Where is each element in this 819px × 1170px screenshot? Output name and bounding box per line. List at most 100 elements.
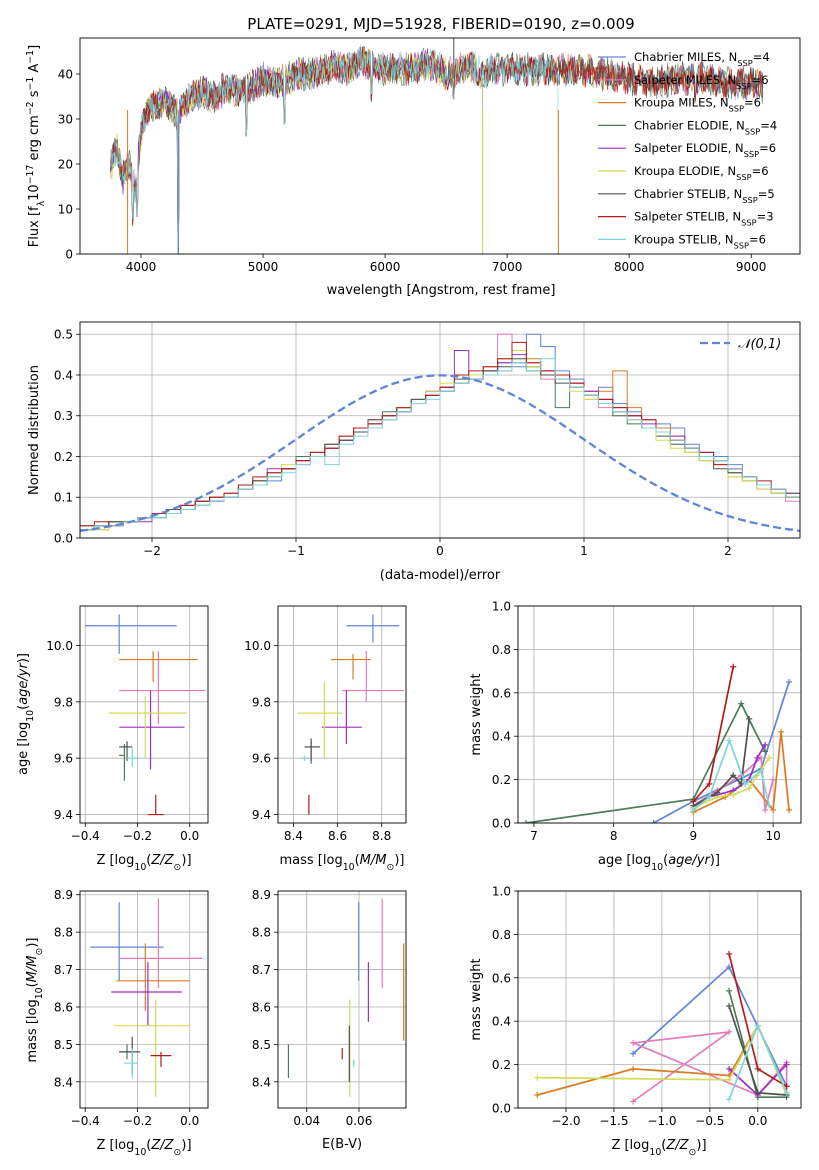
- x-tick-label: −0.2: [123, 1114, 152, 1128]
- y-tick-label: 0.4: [492, 730, 511, 744]
- x-axis-label: Z [log10(Z/Z⊙)]: [96, 1138, 191, 1158]
- x-tick-label: 7: [530, 829, 538, 843]
- data-layer: [80, 333, 800, 533]
- errorbar-point: [119, 744, 126, 781]
- legend-label: Kroupa STELIB, NSSP=6: [634, 232, 766, 250]
- y-tick-label: 0.2: [492, 1058, 511, 1072]
- y-tick-label: 9.8: [54, 695, 73, 709]
- y-tick-label: 8.4: [252, 1075, 271, 1089]
- mass-vs-reddening-panel: 0.04 0.06 8.4 8.5 8.6 8.7 8.8 8.9 E(B-V): [252, 888, 407, 1152]
- plot-area: [518, 891, 801, 1108]
- mass-weight-vs-metallicity-panel: −2.0 −1.5 −1.0 −0.5 0.0 0.0 0.2 0.4 0.6 0.8 1.0 mas…: [469, 885, 802, 1158]
- y-tick-label: 9.4: [54, 808, 73, 822]
- spectrum-panel: 4000 5000 6000 7000 8000 9000 0 10 20 30 40 Chabrie…: [25, 37, 801, 298]
- spectrum-title: PLATE=0291, MJD=51928, FIBERID=0190, z=0…: [247, 15, 634, 33]
- legend-label: Salpeter ELODIE, NSSP=6: [634, 141, 776, 159]
- y-tick-label: 40: [58, 68, 73, 82]
- y-tick-label: 0.0: [492, 817, 511, 831]
- axes-frame: [277, 890, 407, 1109]
- x-tick-label: 10: [765, 829, 780, 843]
- data-layer: [522, 663, 793, 823]
- y-tick-label: 8.9: [54, 888, 73, 902]
- x-tick-label: 0.0: [180, 1114, 199, 1128]
- histogram-panel: −2 −1 0 1 2 0.0 0.1 0.2 0.3 0.4 0.5 𝒩(0,1) (data-mod…: [27, 321, 801, 583]
- x-tick-label: 8000: [614, 260, 645, 274]
- errorbar-point: [113, 999, 190, 1097]
- data-layer: [297, 614, 404, 815]
- errorbar-point: [330, 653, 371, 680]
- spectrum-line: [110, 49, 483, 254]
- errorbar-point: [322, 690, 362, 745]
- plot-area: [278, 891, 406, 1108]
- errorbar-point: [108, 696, 188, 759]
- x-axis-label: Z [log10(Z/Z⊙)]: [96, 853, 191, 873]
- mass-weight-vs-age-panel: 7 8 9 10 0.0 0.2 0.4 0.6 0.8 1.0 mass weight age [l…: [469, 600, 802, 873]
- y-axis-label: age [log10(age/yr)]: [16, 653, 36, 775]
- x-tick-label: −1.0: [647, 1114, 676, 1128]
- y-tick-label: 8.6: [252, 1000, 271, 1014]
- axes-frame: [517, 605, 802, 824]
- y-tick-label: 9.4: [252, 808, 271, 822]
- legend-label: Salpeter MILES, NSSP=6: [634, 73, 769, 91]
- x-tick-label: 8.6: [328, 829, 347, 843]
- x-tick-label: 0.06: [346, 1114, 373, 1128]
- x-tick-label: 0: [436, 544, 444, 558]
- x-tick-label: 8.8: [372, 829, 391, 843]
- y-tick-label: 0.0: [492, 1102, 511, 1116]
- y-tick-label: 8.4: [54, 1075, 73, 1089]
- weight-line: [693, 731, 790, 813]
- errorbar-point: [119, 651, 198, 683]
- x-axis-label: age [log10(age/yr)]: [598, 853, 720, 873]
- y-tick-label: 0.2: [492, 773, 511, 787]
- axes-frame: [79, 321, 801, 539]
- y-tick-label: 8.7: [252, 963, 271, 977]
- y-tick-label: 30: [58, 113, 73, 127]
- y-axis-label: Flux [fλ10−17 erg cm−2 s−1 A−1]: [25, 45, 47, 247]
- legend-label: Salpeter STELIB, NSSP=3: [634, 210, 774, 228]
- y-tick-label: 0.5: [54, 328, 73, 342]
- y-tick-label: 9.6: [252, 752, 271, 766]
- y-tick-label: 1.0: [492, 885, 511, 899]
- y-axis-label: mass weight: [469, 958, 484, 1040]
- errorbar-point: [147, 794, 164, 816]
- y-tick-label: 10.0: [46, 639, 73, 653]
- errorbar-point: [127, 746, 141, 767]
- x-tick-label: 4000: [126, 260, 157, 274]
- y-tick-label: 1.0: [492, 600, 511, 614]
- histogram-steps: [80, 358, 800, 531]
- errorbar-point: [116, 943, 190, 1011]
- spectrum-legend: Chabrier MILES, NSSP=4 Salpeter MILES, NS…: [598, 50, 777, 250]
- errorbar-point: [90, 902, 164, 981]
- spectrum-line: [110, 44, 559, 254]
- x-axis-label: (data-model)/error: [380, 568, 501, 583]
- legend-label: Chabrier STELIB, NSSP=5: [634, 187, 775, 205]
- y-tick-label: 0.8: [492, 643, 511, 657]
- weight-line: [525, 701, 766, 823]
- x-tick-label: 0.0: [748, 1114, 767, 1128]
- x-tick-label: 8: [610, 829, 618, 843]
- data-layer: [534, 950, 790, 1105]
- y-tick-label: 0.1: [54, 491, 73, 505]
- x-tick-label: 7000: [492, 260, 523, 274]
- y-tick-label: 0.6: [492, 686, 511, 700]
- mass-vs-metallicity-panel: −0.4 −0.2 0.0 8.4 8.5 8.6 8.7 8.8 8.9 Z [log10(Z/…: [25, 888, 209, 1158]
- y-tick-label: 8.5: [252, 1038, 271, 1052]
- x-tick-label: 5000: [248, 260, 279, 274]
- errorbar-point: [119, 651, 206, 725]
- normal-curve: [80, 374, 800, 533]
- weight-line: [692, 756, 774, 811]
- legend-label: Chabrier ELODIE, NSSP=4: [634, 118, 777, 136]
- x-tick-label: 0.0: [180, 829, 199, 843]
- errorbar-point: [85, 614, 177, 654]
- plot-area: [278, 606, 406, 823]
- y-tick-label: 0.4: [54, 368, 73, 382]
- x-tick-label: −0.4: [71, 829, 100, 843]
- data-layer: [287, 898, 405, 1097]
- y-tick-label: 0.6: [492, 971, 511, 985]
- y-tick-label: 0.2: [54, 450, 73, 464]
- axes-frame: [79, 37, 801, 255]
- weight-line: [629, 1030, 788, 1103]
- x-tick-label: −0.2: [123, 829, 152, 843]
- y-tick-label: 0.8: [492, 928, 511, 942]
- y-axis-label: mass weight: [469, 673, 484, 755]
